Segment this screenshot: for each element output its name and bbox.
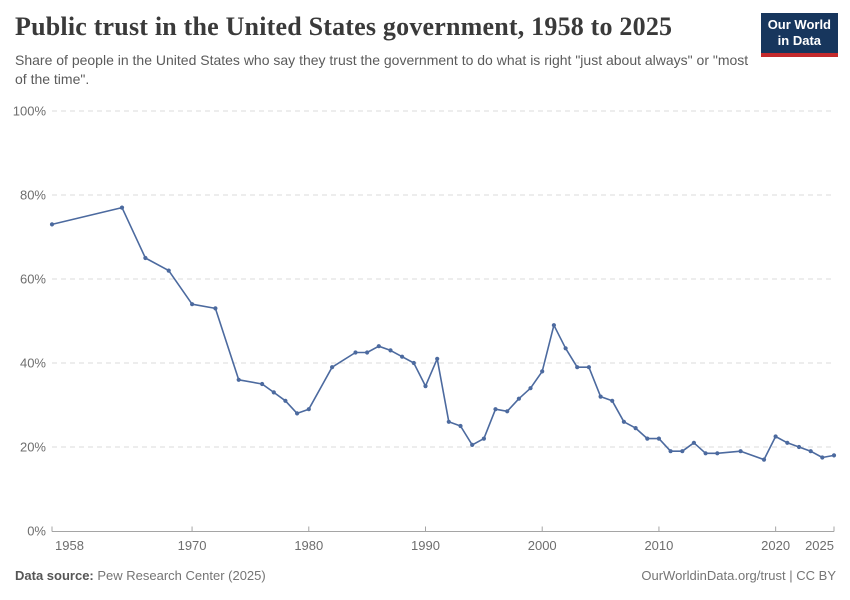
x-axis-label: 2010 [644,538,673,553]
data-point-marker [656,436,662,441]
owid-logo-line2: in Data [777,33,822,48]
data-point-marker [808,449,813,454]
data-point-marker [621,419,627,424]
chart-subtitle: Share of people in the United States who… [15,52,749,88]
chart-footer: Data source: Pew Research Center (2025) … [15,568,836,583]
data-point-marker [49,222,55,227]
data-point-marker [435,356,440,361]
y-axis-label: 60% [20,272,46,287]
data-point-marker [575,365,580,370]
x-axis-label: 2000 [528,538,557,553]
data-point-marker [365,350,370,355]
x-axis-label: 2025 [805,538,834,553]
data-point-marker [610,398,615,403]
owid-url-link[interactable]: OurWorldinData.org/trust [641,568,786,583]
data-point-marker [831,453,837,458]
data-point-marker [376,344,381,349]
data-source: Data source: Pew Research Center (2025) [15,568,266,583]
x-axis-label: 1970 [178,538,207,553]
x-axis-label: 1958 [55,538,84,553]
data-point-marker [411,360,416,366]
attribution: OurWorldinData.org/trust | CC BY [641,568,836,583]
data-point-marker [143,255,148,261]
data-point-marker [715,451,720,456]
data-point-marker [796,444,802,450]
data-source-label: Data source: [15,568,94,583]
data-point-marker [446,419,451,424]
data-point-marker [400,354,405,359]
trust-line [51,206,835,461]
data-point-marker [785,440,790,445]
data-source-value: Pew Research Center (2025) [93,568,266,583]
data-point-marker [516,396,522,401]
data-point-marker [481,436,486,441]
data-point-marker [645,436,650,441]
license-label: CC BY [796,568,836,583]
data-point-marker [761,457,767,462]
data-point-marker [423,384,428,389]
data-point-marker [540,369,545,374]
x-axis-label: 2020 [761,538,790,553]
y-axis-label: 80% [20,188,46,203]
data-point-marker [598,394,603,399]
data-point-marker [283,398,288,403]
data-point-marker [166,268,171,273]
y-axis-label: 20% [20,440,46,455]
data-point-marker [260,381,265,387]
data-point-marker [190,302,195,307]
y-axis-label: 0% [27,524,46,539]
data-point-marker [820,455,825,460]
data-point-marker [738,449,743,454]
data-point-marker [528,386,533,391]
data-point-marker [680,449,685,454]
x-axis-label: 1980 [294,538,323,553]
data-point-marker [119,205,125,210]
data-point-marker [505,409,510,414]
data-point-marker [668,449,673,454]
data-point-marker [388,348,393,353]
data-point-marker [691,440,697,445]
data-point-marker [295,411,300,416]
data-point-marker [586,365,592,370]
x-axis-label: 1990 [411,538,440,553]
owid-logo: Our World in Data [760,13,838,57]
data-point-marker [306,407,311,412]
data-point-marker [703,451,708,456]
y-axis-label: 40% [20,356,46,371]
data-point-marker [353,350,358,355]
owid-logo-line1: Our World [767,17,831,32]
page-title: Public trust in the United States govern… [15,12,673,41]
data-point-marker [330,365,335,370]
data-point-marker [551,323,557,328]
data-point-marker [470,442,475,447]
data-point-marker [633,426,638,431]
license-separator: | [785,568,797,583]
data-point-marker [271,390,276,395]
data-point-marker [773,434,778,439]
data-point-marker [563,346,568,351]
data-point-marker [236,377,241,382]
data-point-marker [493,407,498,412]
data-point-marker [458,423,463,429]
data-point-marker [213,306,218,311]
y-axis-label: 100% [13,104,47,119]
